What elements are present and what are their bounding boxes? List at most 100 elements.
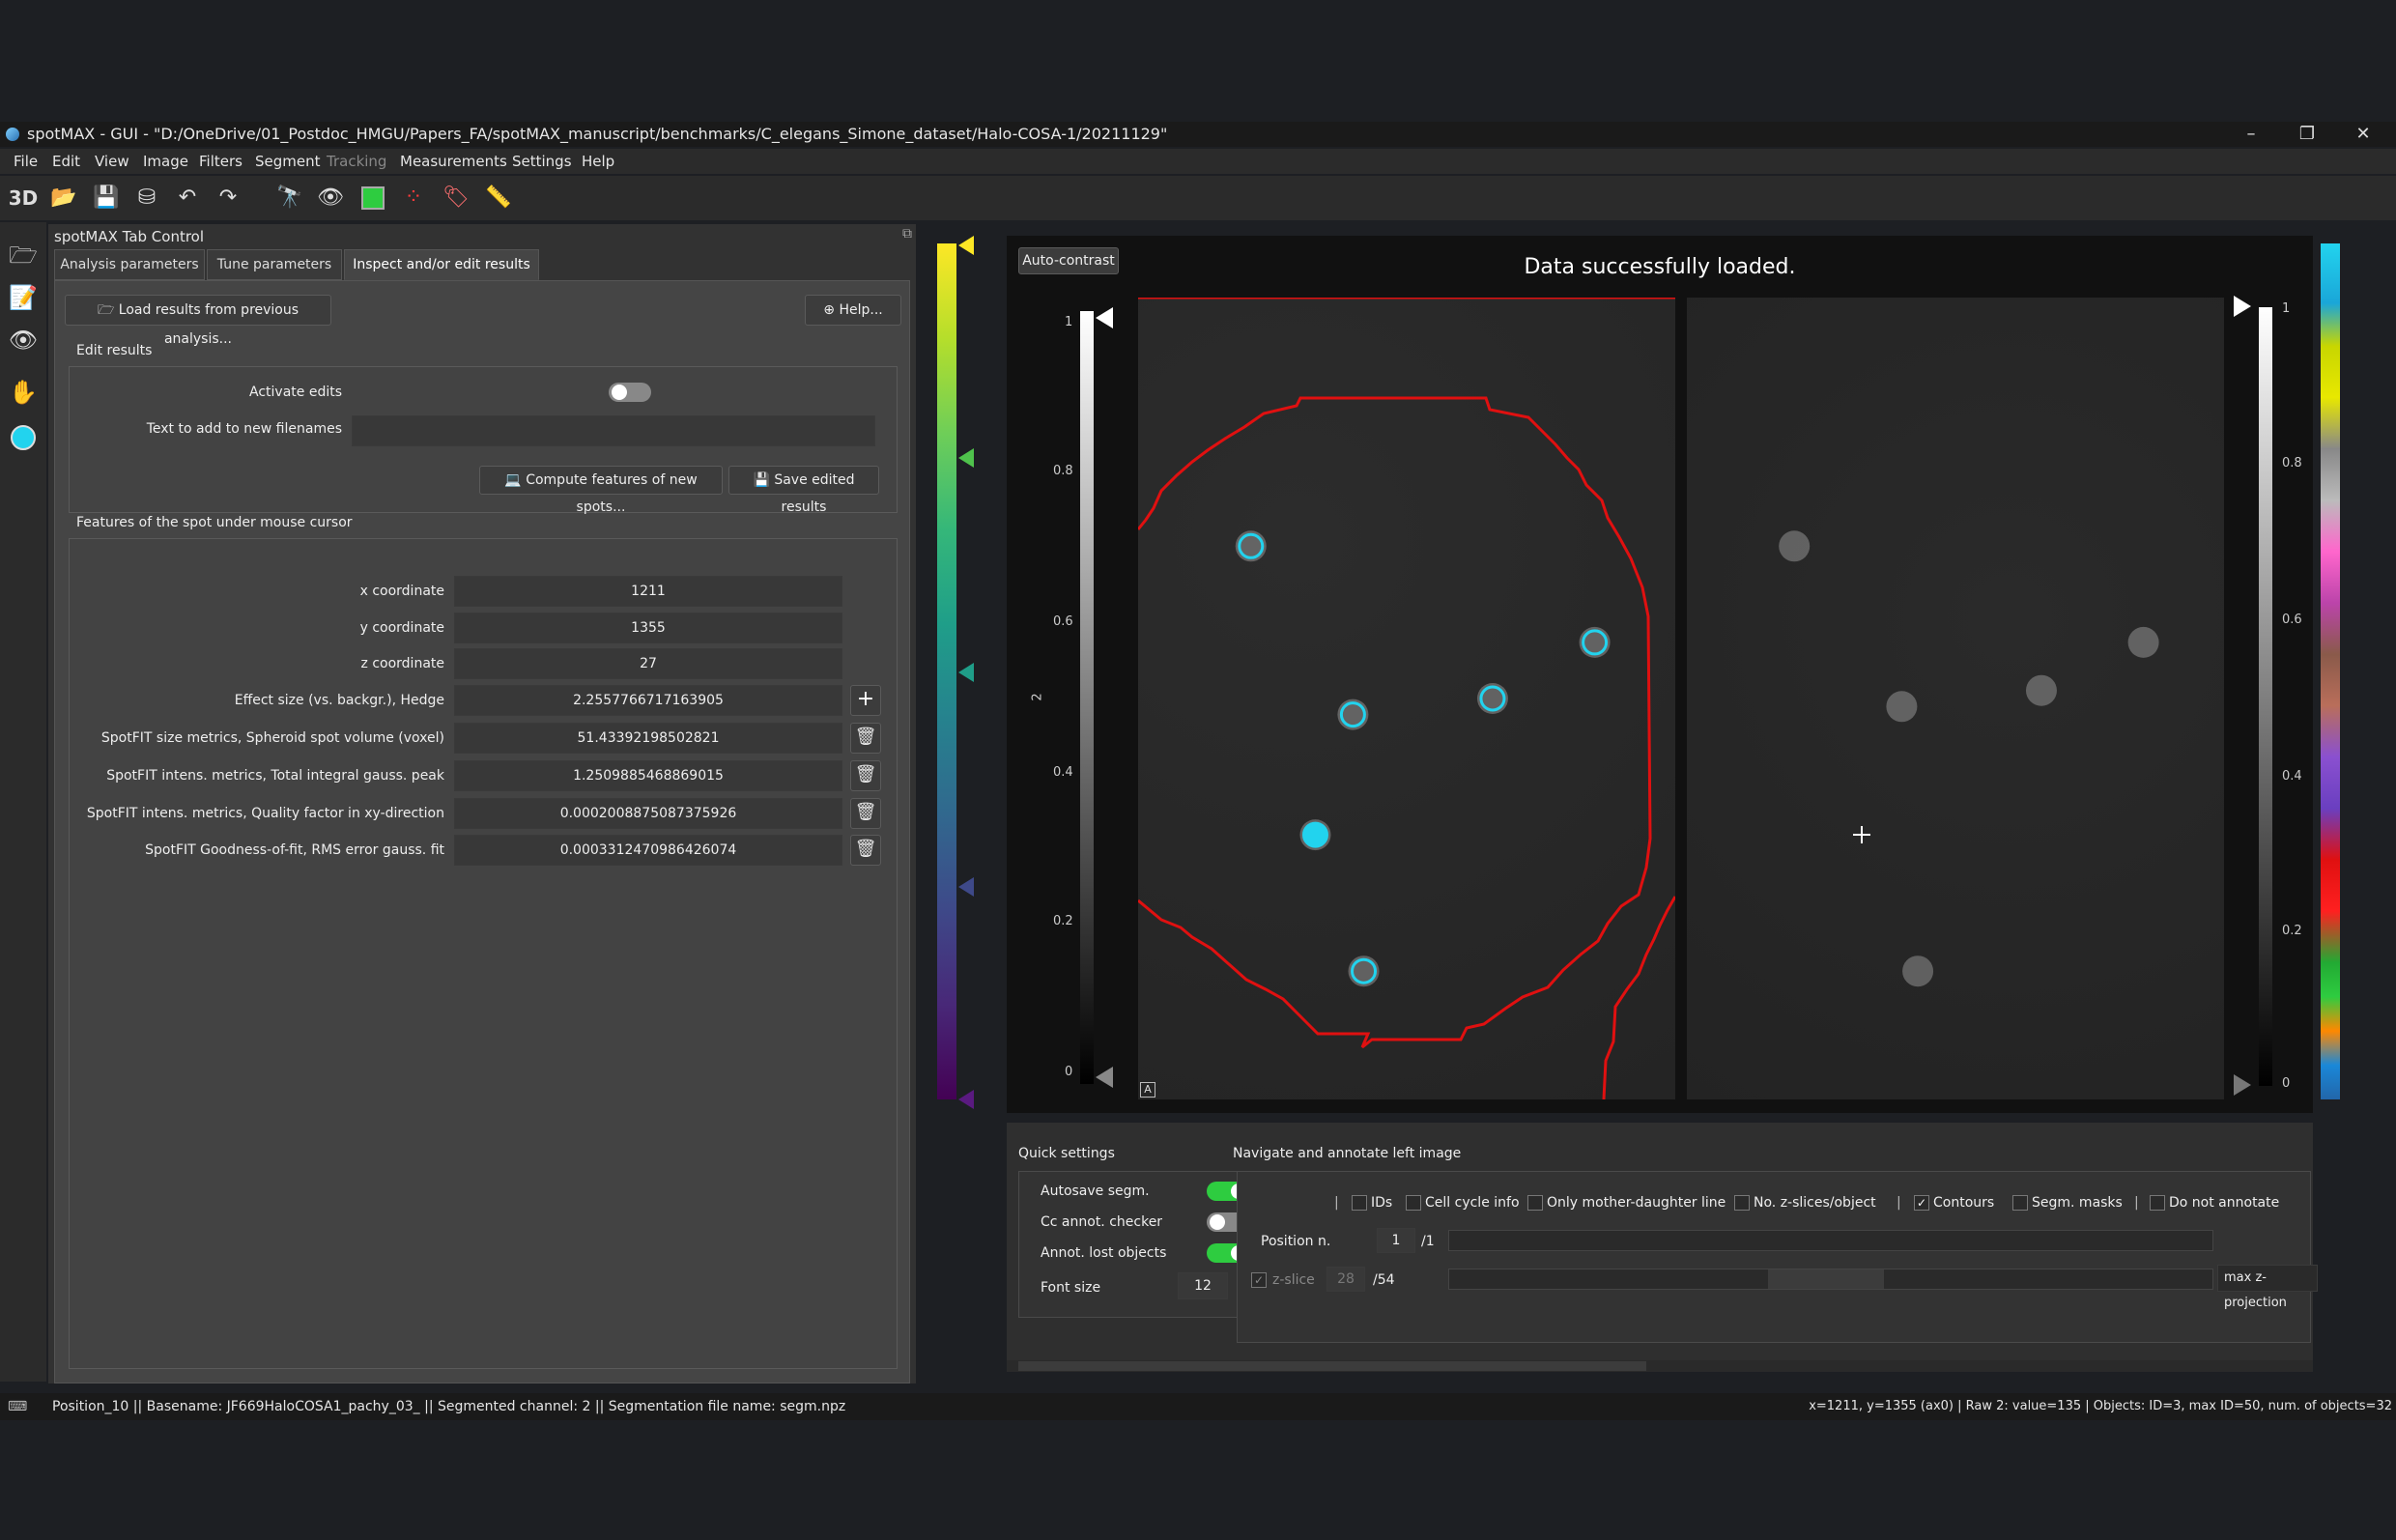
z-slice-scrollbar[interactable]	[1448, 1269, 2213, 1290]
spot-marker[interactable]	[1582, 629, 1609, 656]
menu-help[interactable]: Help	[582, 153, 615, 170]
mother-daughter-checkbox[interactable]	[1527, 1195, 1543, 1211]
mother-daughter-label: Only mother-daughter line	[1547, 1195, 1726, 1211]
spot-marker[interactable]	[1238, 532, 1265, 559]
terminal-icon[interactable]: ⌨	[8, 1399, 28, 1414]
horizontal-scrollbar[interactable]	[1007, 1360, 2313, 1372]
eye-plus-icon[interactable]: 👁	[317, 185, 344, 210]
save-icon[interactable]: 💾	[93, 185, 120, 210]
activate-edits-toggle[interactable]	[609, 383, 651, 402]
redo-icon[interactable]: ↷	[218, 185, 238, 210]
minimize-button[interactable]: –	[2246, 124, 2256, 144]
feature-value-y[interactable]: 1355	[454, 613, 842, 643]
status-left: Position_10 || Basename: JF669HaloCOSA1_…	[52, 1399, 846, 1414]
menu-measurements[interactable]: Measurements	[400, 153, 507, 170]
green-square-icon[interactable]	[357, 184, 388, 213]
z-slices-object-checkbox[interactable]	[1734, 1195, 1750, 1211]
feature-value-rms-error[interactable]: 0.0003312470986426074	[454, 835, 842, 866]
feature-value-quality-factor[interactable]: 0.0002008875087375926	[454, 798, 842, 829]
spot-marker[interactable]	[1479, 685, 1506, 712]
tab-inspect-edit-results[interactable]: Inspect and/or edit results	[344, 249, 539, 280]
spot-circle-icon[interactable]	[8, 421, 39, 452]
lut-handle-mid[interactable]	[958, 448, 974, 468]
left-lut-colorbar[interactable]	[937, 243, 956, 1099]
menu-filters[interactable]: Filters	[199, 153, 242, 170]
projection-dropdown[interactable]: max z-projection	[2217, 1265, 2318, 1310]
z-slice-checkbox[interactable]: ✓	[1251, 1272, 1267, 1288]
wand-icon[interactable]: ✋	[9, 379, 38, 406]
right-max-handle[interactable]	[2234, 296, 2251, 317]
feature-value-effect-size[interactable]: 2.2557766717163905	[454, 685, 842, 716]
close-button[interactable]: ✕	[2355, 124, 2371, 144]
status-bar: ⌨ Position_10 || Basename: JF669HaloCOSA…	[0, 1393, 2396, 1420]
red-dots-icon[interactable]: ⁘	[404, 185, 423, 210]
ids-checkbox[interactable]	[1352, 1195, 1367, 1211]
trash-icon[interactable]: 🗑	[850, 760, 881, 791]
right-image[interactable]	[1687, 298, 2224, 1099]
horizontal-scroll-handle[interactable]	[1018, 1361, 1646, 1371]
left-tick-0: 0	[1065, 1065, 1073, 1079]
cell-cycle-checkbox[interactable]	[1406, 1195, 1421, 1211]
trash-icon[interactable]: 🗑	[850, 835, 881, 866]
drive-icon[interactable]: ⛁	[137, 185, 157, 210]
segm-masks-checkbox[interactable]	[2012, 1195, 2028, 1211]
menu-settings[interactable]: Settings	[512, 153, 572, 170]
lut-handle-bottom[interactable]	[958, 1090, 974, 1109]
feature-value-integral-peak[interactable]: 1.2509885468869015	[454, 760, 842, 791]
mode-3d-button[interactable]: 3D	[8, 186, 39, 210]
menu-file[interactable]: File	[14, 153, 39, 170]
feature-value-x[interactable]: 1211	[454, 576, 842, 607]
binoculars-icon[interactable]: 🔭	[276, 185, 303, 210]
add-feature-plus-icon[interactable]: +	[850, 685, 881, 716]
auto-range-icon[interactable]: A	[1140, 1082, 1155, 1098]
z-slice-scroll-handle[interactable]	[1768, 1269, 1884, 1289]
menu-image[interactable]: Image	[143, 153, 188, 170]
float-dock-icon[interactable]: ⧉	[902, 226, 912, 242]
position-spinbox[interactable]: 1	[1377, 1228, 1415, 1253]
lut-handle-top[interactable]	[958, 236, 974, 255]
ruler-icon[interactable]: 📏	[485, 185, 512, 210]
menu-view[interactable]: View	[95, 153, 129, 170]
trash-icon[interactable]: 🗑	[850, 723, 881, 754]
open-folder-icon[interactable]: 🗁	[9, 242, 38, 269]
spot-marker[interactable]	[1351, 957, 1378, 984]
left-min-handle[interactable]	[1096, 1067, 1113, 1088]
feature-value-spot-volume[interactable]: 51.43392198502821	[454, 723, 842, 754]
menu-segment[interactable]: Segment	[255, 153, 321, 170]
z-slice-spinbox[interactable]: 28	[1326, 1267, 1365, 1292]
right-intensity-bar[interactable]	[2259, 307, 2272, 1086]
open-folder-icon[interactable]: 📂	[50, 185, 77, 210]
tab-analysis-parameters[interactable]: Analysis parameters	[54, 249, 205, 280]
font-size-spinbox[interactable]: 12	[1178, 1272, 1228, 1299]
spot-marker[interactable]	[1339, 701, 1366, 728]
lut-handle-mid2[interactable]	[958, 663, 974, 682]
filename-text-input[interactable]	[352, 415, 875, 446]
tab-tune-parameters[interactable]: Tune parameters	[207, 249, 342, 280]
undo-icon[interactable]: ↶	[178, 185, 197, 210]
eye-icon[interactable]: 👁	[8, 327, 39, 354]
compute-features-button[interactable]: 💻 Compute features of new spots...	[479, 466, 723, 515]
save-edited-results-button[interactable]: 💾 Save edited results	[728, 466, 879, 515]
lut-handle-mid3[interactable]	[958, 877, 974, 897]
help-button[interactable]: ⊕ Help...	[805, 295, 901, 326]
tag-icon[interactable]: 🏷	[442, 185, 470, 210]
contours-checkbox[interactable]: ✓	[1914, 1195, 1929, 1211]
trash-icon[interactable]: 🗑	[850, 798, 881, 829]
auto-contrast-button[interactable]: Auto-contrast	[1018, 247, 1119, 274]
navigate-group: | IDs Cell cycle info Only mother-daught…	[1237, 1171, 2318, 1343]
left-max-handle[interactable]	[1096, 307, 1113, 328]
features-title: Features of the spot under mouse cursor	[76, 515, 353, 530]
edit-file-icon[interactable]: 📝	[9, 284, 38, 311]
left-intensity-bar[interactable]	[1080, 311, 1094, 1084]
right-lut-colorbar[interactable]	[2321, 243, 2340, 1099]
do-not-annotate-checkbox[interactable]	[2150, 1195, 2165, 1211]
position-scrollbar[interactable]	[1448, 1230, 2213, 1251]
load-results-button[interactable]: 🗁 Load results from previous analysis...	[65, 295, 331, 347]
left-image[interactable]: A	[1138, 298, 1675, 1099]
spot-marker[interactable]	[1301, 821, 1328, 848]
maximize-button[interactable]: ❐	[2298, 124, 2316, 144]
menu-edit[interactable]: Edit	[52, 153, 81, 170]
feature-value-z[interactable]: 27	[454, 648, 842, 679]
menu-tracking[interactable]: Tracking	[327, 153, 387, 170]
right-min-handle[interactable]	[2234, 1074, 2251, 1096]
